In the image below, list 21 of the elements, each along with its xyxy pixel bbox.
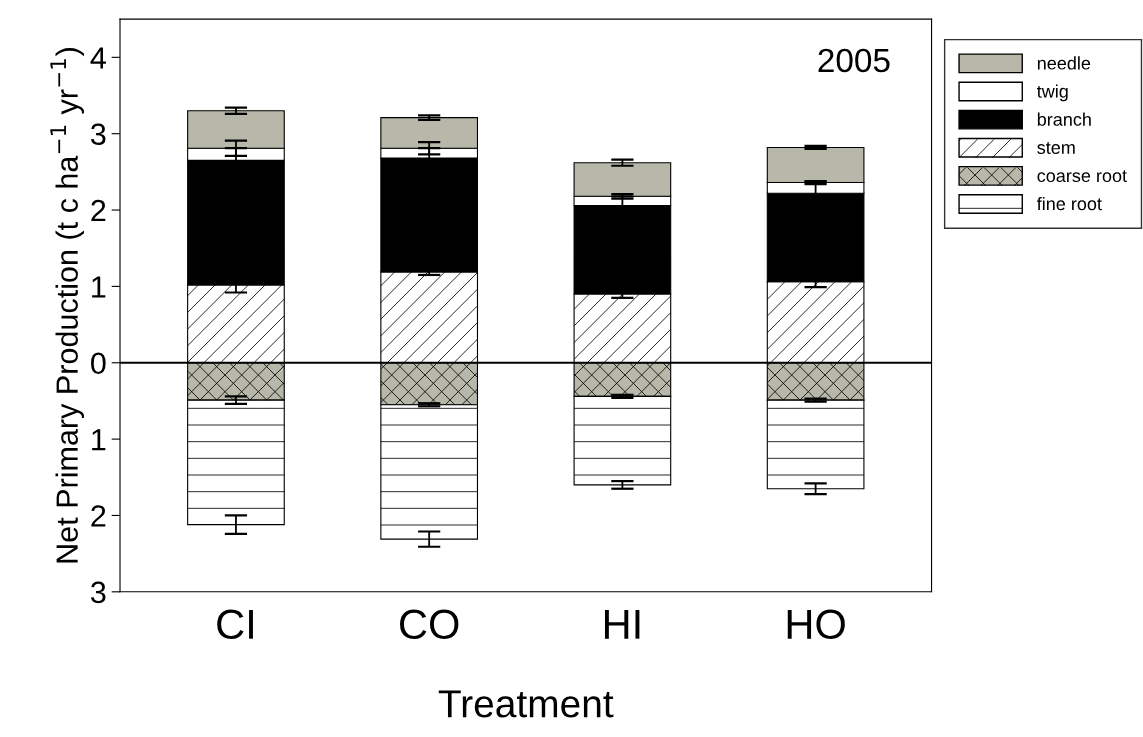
y-tick-label: 0 [91,352,106,375]
y-axis-title: Net Primary Production (t c ha$^{−1}$ yr$^{−1}$) [50,48,84,563]
y-tick-label: 2 [91,505,106,527]
x-tick-label: HO [787,609,845,640]
legend-label: branch [1037,112,1091,126]
x-tick-label: CO [400,609,459,640]
legend-label: stem [1037,142,1075,154]
y-tick-label: 4 [90,47,106,69]
legend-label: needle [1037,56,1091,70]
x-axis-title: Treatment [438,690,614,718]
legend-label: twig [1036,84,1068,102]
y-tick-label: 3 [90,581,106,604]
y-tick-label: 1 [92,429,106,451]
y-tick-label: 2 [91,199,106,222]
legend-label: fine root [1036,196,1102,211]
y-tick-label: 3 [90,123,106,146]
annotation: 2005 [818,48,890,73]
x-tick-label: HI [604,610,640,639]
y-tick-label: 1 [92,276,106,298]
x-tick-label: CI [217,609,253,640]
legend-label: coarse root [1037,170,1127,183]
